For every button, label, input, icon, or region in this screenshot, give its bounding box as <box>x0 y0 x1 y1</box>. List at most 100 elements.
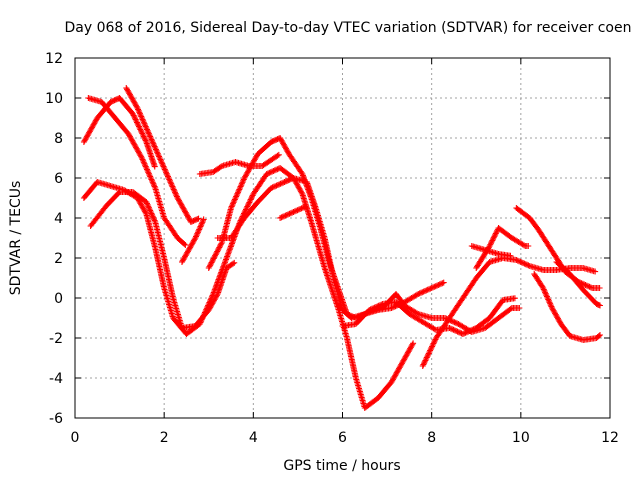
data-point <box>449 326 456 333</box>
data-point <box>231 259 238 266</box>
data-point <box>229 260 236 267</box>
data-point <box>237 183 244 190</box>
series-track-b <box>80 95 158 170</box>
data-point <box>275 151 282 158</box>
data-point <box>423 354 430 361</box>
data-point <box>161 165 168 171</box>
data-point <box>581 281 588 288</box>
data-point <box>212 252 219 259</box>
data-point <box>596 285 603 291</box>
data-point <box>145 129 152 136</box>
data-point <box>144 127 151 134</box>
data-point <box>242 206 249 213</box>
series-track-c <box>123 85 202 225</box>
data-point <box>154 149 161 156</box>
data-point <box>370 305 377 312</box>
data-point <box>145 204 152 211</box>
data-point <box>487 240 494 247</box>
data-point <box>246 199 253 206</box>
data-point <box>150 180 157 187</box>
data-point <box>273 166 280 173</box>
series-track-f <box>179 216 207 265</box>
grid <box>75 58 610 418</box>
data-point <box>545 296 552 303</box>
data-point <box>268 185 275 191</box>
data-point <box>192 235 199 241</box>
series-track-i <box>196 151 282 177</box>
data-point <box>217 243 224 250</box>
data-point <box>582 282 589 288</box>
data-point <box>543 292 550 299</box>
data-point <box>133 119 140 126</box>
data-point <box>546 299 553 306</box>
data-point <box>135 122 142 129</box>
data-point <box>282 212 289 219</box>
data-point <box>270 168 277 174</box>
data-point <box>135 106 142 113</box>
data-point <box>276 181 283 188</box>
data-point <box>421 358 428 365</box>
data-point <box>141 120 148 127</box>
data-point <box>173 192 180 199</box>
data-point <box>139 116 146 123</box>
series-track-a <box>85 95 189 248</box>
data-point <box>595 333 602 339</box>
data-point <box>149 177 156 184</box>
data-point <box>137 127 144 134</box>
data-point <box>198 220 205 227</box>
data-point <box>150 182 157 189</box>
data-point <box>459 331 466 337</box>
data-point <box>419 289 426 296</box>
data-point <box>147 133 154 140</box>
data-point <box>138 153 145 160</box>
data-point <box>271 167 278 174</box>
data-point <box>212 251 219 258</box>
data-point <box>490 236 497 243</box>
data-point <box>273 182 280 189</box>
data-point <box>147 173 154 180</box>
data-point <box>450 318 457 325</box>
data-point <box>217 241 224 248</box>
data-point <box>145 170 152 177</box>
data-point <box>206 263 213 270</box>
data-point <box>150 214 157 221</box>
data-point <box>236 186 243 193</box>
data-point <box>277 180 284 187</box>
data-point <box>197 223 204 230</box>
data-point <box>522 261 529 268</box>
data-point <box>154 150 161 157</box>
data-point <box>413 310 420 317</box>
data-point <box>511 295 518 302</box>
data-point <box>467 327 474 334</box>
data-point <box>516 305 523 311</box>
data-point <box>148 210 155 217</box>
data-point <box>159 160 166 167</box>
data-point <box>228 203 235 210</box>
data-point <box>216 244 223 251</box>
data-point <box>248 195 255 202</box>
data-point <box>161 166 168 173</box>
data-point <box>207 262 214 269</box>
data-point <box>518 259 525 266</box>
data-point <box>280 179 287 186</box>
data-point <box>215 245 222 252</box>
data-point <box>143 199 150 205</box>
data-point <box>209 258 216 265</box>
data-point <box>492 230 499 237</box>
data-point <box>453 328 460 334</box>
data-point <box>507 252 514 259</box>
data-point <box>172 190 179 197</box>
x-tick-label: 10 <box>512 430 530 446</box>
data-point <box>371 304 378 311</box>
data-point <box>137 126 144 133</box>
data-point <box>421 360 428 367</box>
series-track-j <box>277 203 309 221</box>
data-point <box>447 325 454 332</box>
data-point <box>263 171 270 177</box>
data-point <box>140 119 147 126</box>
data-point <box>158 159 165 166</box>
data-point <box>294 207 301 214</box>
data-point <box>415 291 422 297</box>
data-point <box>432 283 439 290</box>
